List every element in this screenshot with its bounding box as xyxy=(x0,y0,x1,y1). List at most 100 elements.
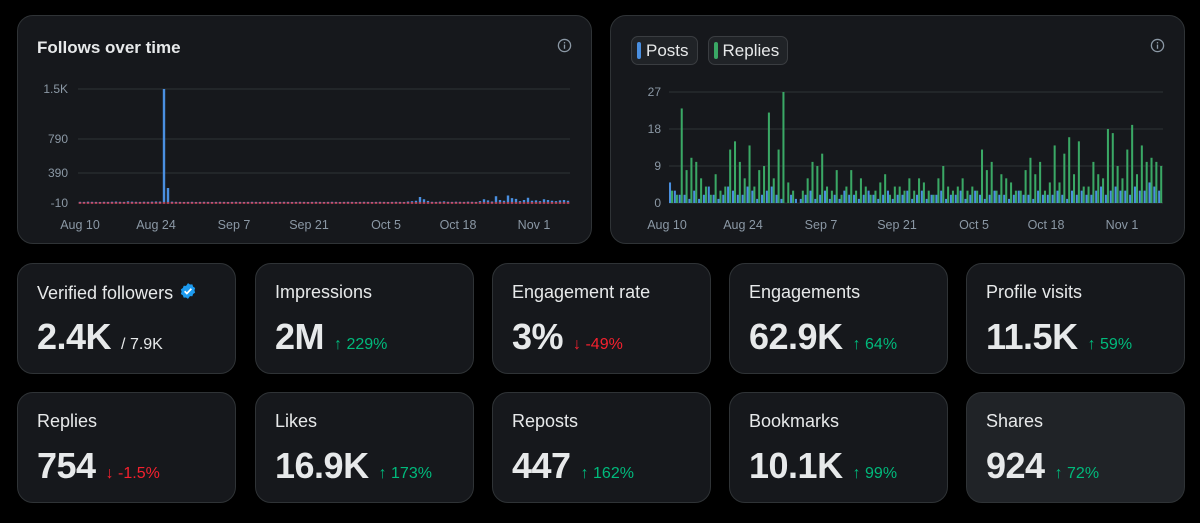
posts-bar xyxy=(799,198,802,203)
y-tick-label: 9 xyxy=(654,159,661,173)
replies-bar xyxy=(729,149,732,203)
stat-card-replies[interactable]: Replies 754 ↓ -1.5% xyxy=(17,392,236,503)
posts-bar xyxy=(1008,198,1011,203)
posts-bar xyxy=(930,194,933,203)
unfollows-bar xyxy=(246,202,250,204)
follows-bar xyxy=(406,201,410,203)
x-tick-label: Sep 7 xyxy=(218,218,251,232)
posts-bar xyxy=(1003,194,1006,203)
stat-value: 10.1K xyxy=(749,445,843,486)
follows-bar xyxy=(486,200,490,203)
x-tick-label: Oct 18 xyxy=(1028,218,1065,232)
replies-swatch xyxy=(713,42,718,59)
stat-label: Bookmarks xyxy=(749,411,840,431)
unfollows-bar xyxy=(194,202,198,204)
stat-card-impressions[interactable]: Impressions 2M ↑ 229% xyxy=(255,263,474,374)
unfollows-bar xyxy=(458,202,462,204)
replies-bar xyxy=(1048,182,1051,203)
posts-bar xyxy=(983,198,986,203)
replies-bar xyxy=(724,186,727,203)
unfollows-bar xyxy=(210,202,214,204)
stat-card-verified-followers[interactable]: Verified followers 2.4K / 7.9K xyxy=(17,263,236,374)
unfollows-bar xyxy=(354,202,358,204)
posts-bar xyxy=(1119,190,1122,203)
unfollows-bar xyxy=(314,202,318,204)
unfollows-bar xyxy=(474,202,478,204)
posts-bar xyxy=(978,194,981,203)
stat-value-row: 3% ↓ -49% xyxy=(512,316,623,358)
stat-card-profile-visits[interactable]: Profile visits 11.5K ↑ 59% xyxy=(966,263,1185,374)
replies-bar xyxy=(671,190,674,203)
info-icon[interactable] xyxy=(1150,38,1165,53)
replies-bar xyxy=(1106,129,1109,203)
replies-bar xyxy=(772,178,775,203)
posts-bar xyxy=(857,198,860,203)
follows-bar xyxy=(522,200,526,203)
stat-card-engagements[interactable]: Engagements 62.9K ↑ 64% xyxy=(729,263,948,374)
stat-card-likes[interactable]: Likes 16.9K ↑ 173% xyxy=(255,392,474,503)
unfollows-bar xyxy=(274,202,278,204)
legend-posts-toggle[interactable]: Posts xyxy=(631,36,698,65)
posts-bar xyxy=(828,198,831,203)
unfollows-bar xyxy=(318,202,322,204)
stat-card-engagement-rate[interactable]: Engagement rate 3% ↓ -49% xyxy=(492,263,711,374)
stat-value-row: 16.9K ↑ 173% xyxy=(275,445,432,487)
stat-value: 754 xyxy=(37,445,96,486)
unfollows-bar xyxy=(294,202,298,204)
unfollows-bar xyxy=(454,202,458,204)
replies-bar xyxy=(767,112,770,203)
unfollows-bar xyxy=(522,202,526,204)
unfollows-bar xyxy=(402,202,406,204)
posts-bar xyxy=(901,194,904,203)
posts-bar xyxy=(959,190,962,203)
unfollows-bar xyxy=(518,202,522,204)
follows-bar xyxy=(490,201,494,203)
replies-bar xyxy=(855,190,858,203)
replies-bar xyxy=(1073,174,1076,203)
unfollows-bar xyxy=(122,202,126,204)
posts-bar xyxy=(1080,190,1083,203)
replies-bar xyxy=(830,190,833,203)
replies-bar xyxy=(1063,153,1066,203)
unfollows-bar xyxy=(498,202,502,204)
stat-value-row: 11.5K ↑ 59% xyxy=(986,316,1132,358)
follows-bar xyxy=(562,200,566,203)
stat-delta: ↓ -49% xyxy=(573,336,623,353)
stat-card-shares[interactable]: Shares 924 ↑ 72% xyxy=(966,392,1185,503)
unfollows-bar xyxy=(346,202,350,204)
replies-bar xyxy=(811,161,814,203)
posts-bar xyxy=(1109,190,1112,203)
posts-bar xyxy=(833,194,836,203)
x-tick-label: Aug 10 xyxy=(647,218,687,232)
stat-card-reposts[interactable]: Reposts 447 ↑ 162% xyxy=(492,392,711,503)
unfollows-bar xyxy=(502,202,506,204)
follows-bar xyxy=(530,200,534,203)
info-icon[interactable] xyxy=(557,38,572,53)
posts-bar xyxy=(935,194,938,203)
stat-card-bookmarks[interactable]: Bookmarks 10.1K ↑ 99% xyxy=(729,392,948,503)
posts-bar xyxy=(1129,194,1132,203)
verified-badge-icon xyxy=(179,282,197,305)
unfollows-bar xyxy=(258,202,262,204)
stat-label: Shares xyxy=(986,411,1044,431)
legend-replies-toggle[interactable]: Replies xyxy=(707,36,789,65)
replies-bar xyxy=(927,190,930,203)
unfollows-bar xyxy=(362,202,366,204)
unfollows-bar xyxy=(202,202,206,204)
follows-bar xyxy=(410,201,414,203)
x-tick-label: Oct 5 xyxy=(371,218,401,232)
unfollows-bar xyxy=(214,202,218,204)
follows-bar xyxy=(170,201,174,203)
unfollows-bar xyxy=(390,202,394,204)
follows-bar xyxy=(566,200,570,203)
unfollows-bar xyxy=(510,202,514,204)
posts-bar xyxy=(770,186,773,203)
x-tick-label: Sep 21 xyxy=(289,218,329,232)
replies-bar xyxy=(1135,174,1139,203)
replies-bar xyxy=(951,190,954,203)
posts-bar xyxy=(804,194,807,203)
posts-bar xyxy=(872,194,875,203)
posts-bar xyxy=(1138,190,1141,203)
replies-bar xyxy=(690,157,693,203)
posts-bar xyxy=(1090,194,1093,203)
